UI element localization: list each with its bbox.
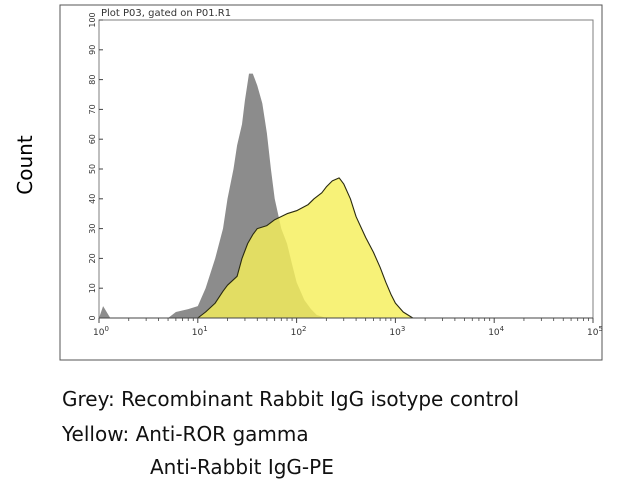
x-tick-label: 102 xyxy=(291,325,307,338)
x-tick-label: 104 xyxy=(488,325,504,338)
axis-layer: 0 10 20 30 40 50 60 70 80 90 100 100 101 102 103 104 105 xyxy=(88,12,603,338)
y-axis-label-text: Count xyxy=(13,135,37,195)
x-tick-label: 100 xyxy=(93,325,109,338)
y-tick-label: 40 xyxy=(88,194,97,204)
y-tick-label: 70 xyxy=(88,104,97,114)
plot-title: Plot P03, gated on P01.R1 xyxy=(101,8,231,19)
y-tick-label: 60 xyxy=(88,134,97,144)
legend-line-antibody: Anti-Rabbit IgG-PE xyxy=(150,455,334,479)
y-axis-label: Count xyxy=(10,110,40,220)
legend-line-grey: Grey: Recombinant Rabbit IgG isotype con… xyxy=(62,387,520,411)
y-tick-label: 50 xyxy=(88,164,97,174)
y-tick-label: 80 xyxy=(88,75,97,85)
y-tick-label: 90 xyxy=(88,45,97,55)
y-tick-label: 30 xyxy=(88,224,97,234)
y-tick-label: 10 xyxy=(88,283,97,293)
series-layer xyxy=(99,73,414,319)
legend-line-yellow: Yellow: Anti-ROR gamma xyxy=(62,422,309,446)
x-tick-label: 101 xyxy=(192,325,208,338)
series-area-1 xyxy=(197,177,414,319)
y-tick-label: 0 xyxy=(88,315,97,320)
y-tick-label: 20 xyxy=(88,253,97,263)
y-tick-label: 100 xyxy=(88,12,97,27)
x-tick-label: 105 xyxy=(587,325,603,338)
x-tick-label: 103 xyxy=(389,325,405,338)
